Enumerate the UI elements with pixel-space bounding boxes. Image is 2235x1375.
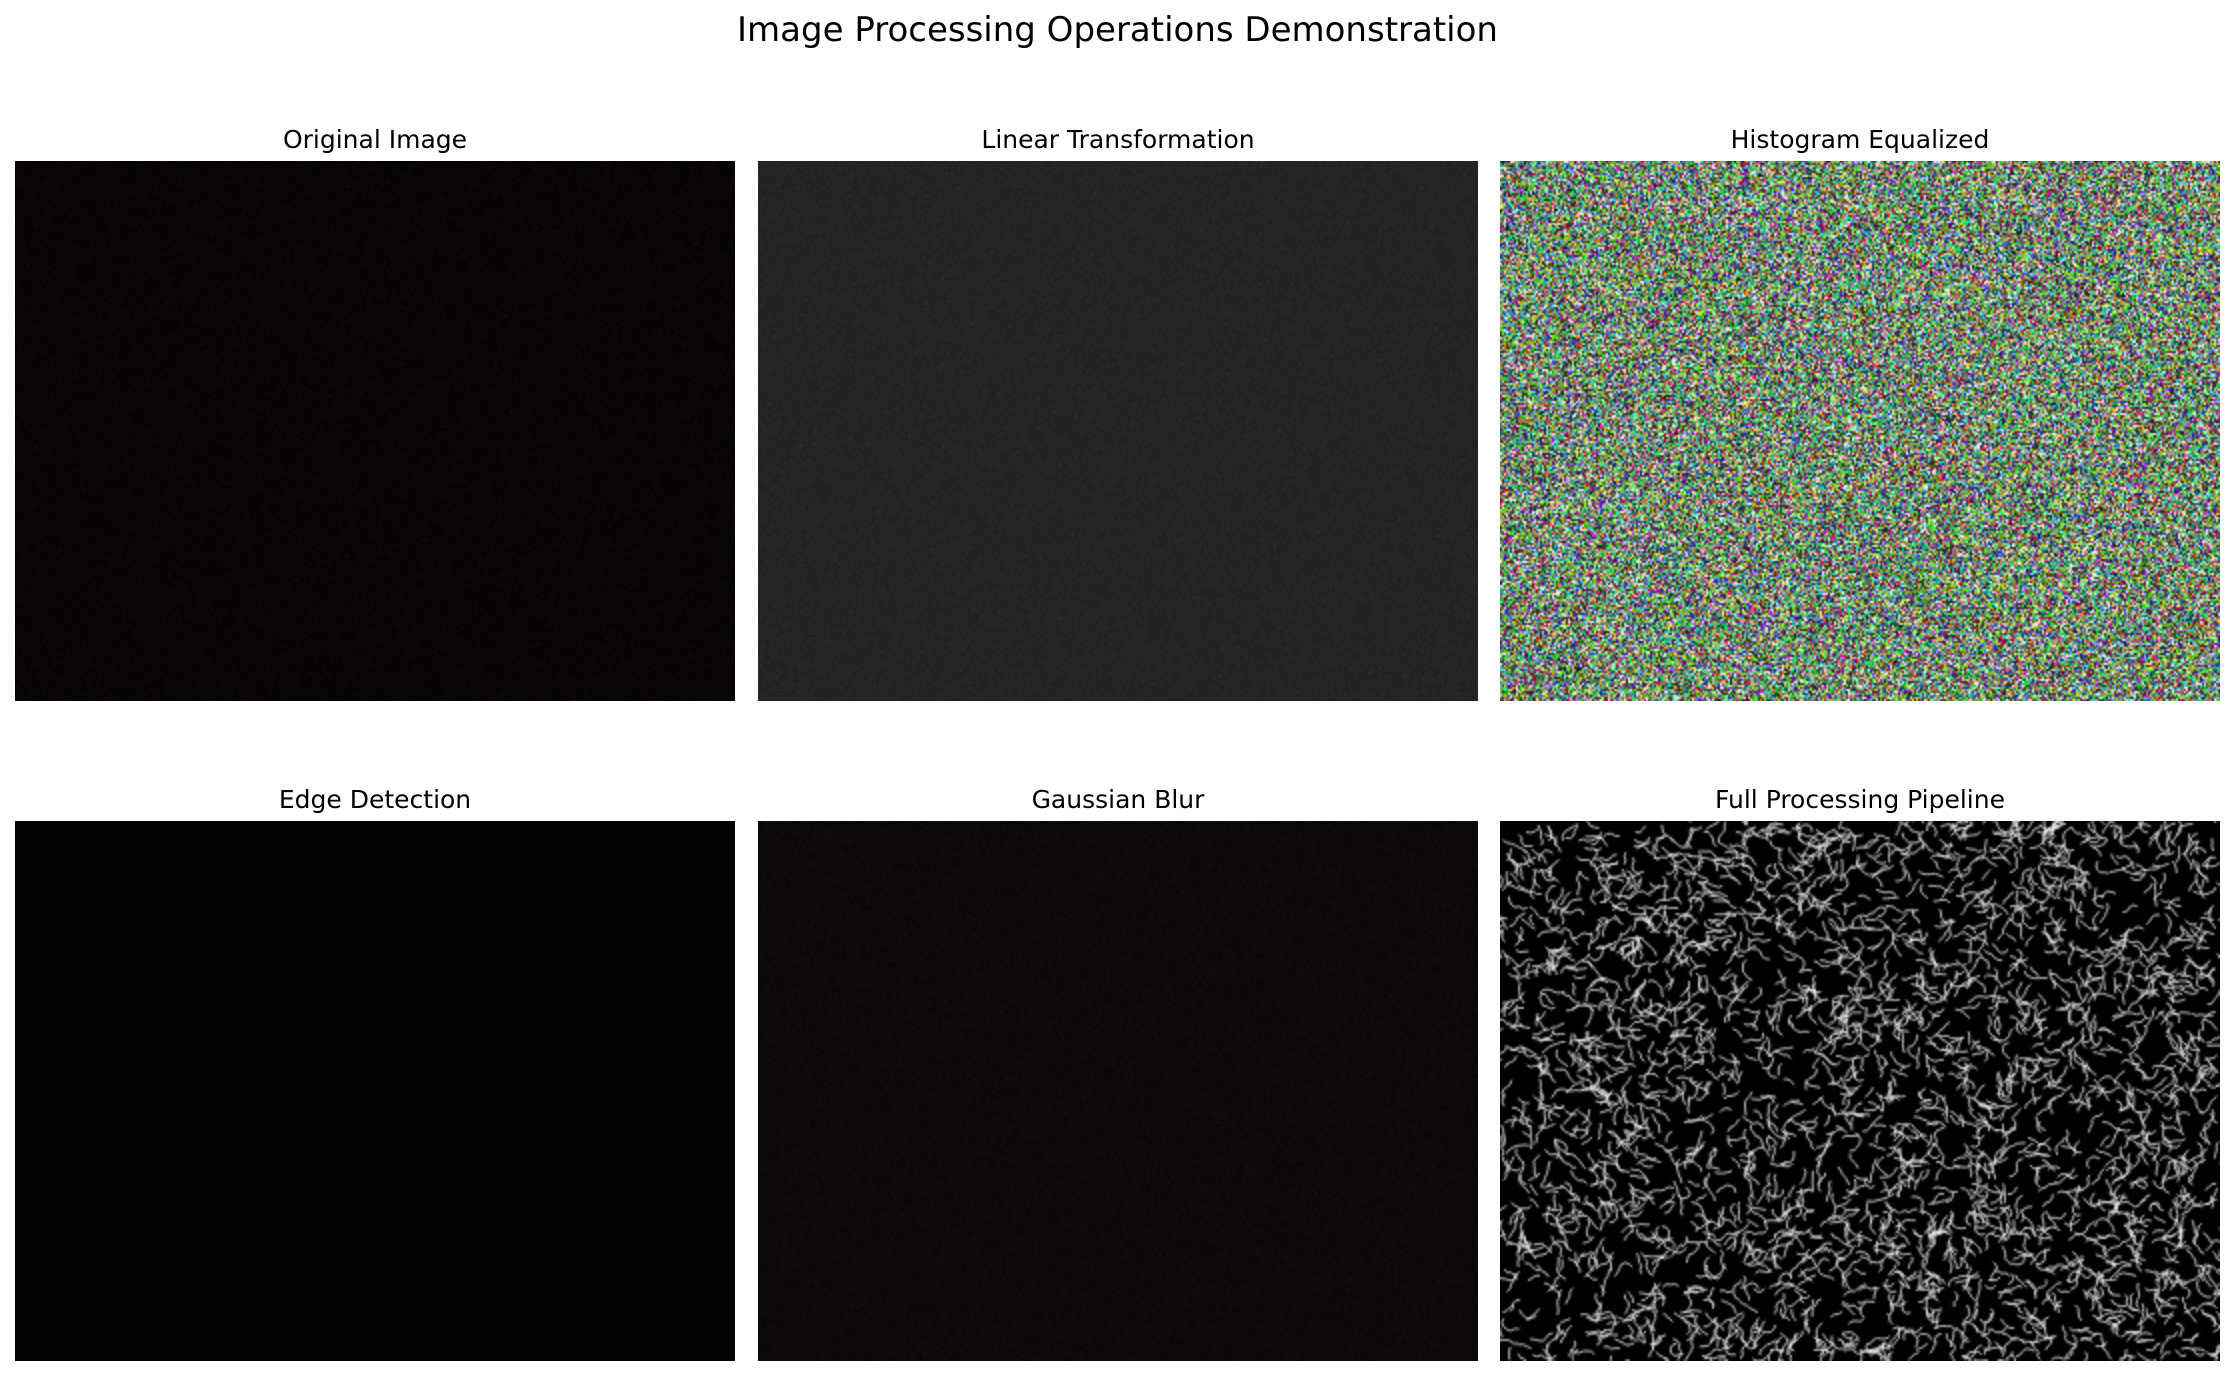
panel-image-edge-detection <box>15 821 735 1361</box>
panel-image-linear-transformation <box>758 161 1478 701</box>
panel-title-original-image: Original Image <box>282 125 468 154</box>
panel-title-histogram-equalized: Histogram Equalized <box>1730 125 1990 154</box>
panel-title-gaussian-blur: Gaussian Blur <box>1031 785 1205 814</box>
panel-image-original <box>15 161 735 701</box>
panel-image-gaussian-blur <box>758 821 1478 1361</box>
panel-title-linear-transformation: Linear Transformation <box>981 125 1255 154</box>
panel-image-histogram-equalized <box>1500 161 2220 701</box>
panel-title-full-processing-pipeline: Full Processing Pipeline <box>1715 785 2005 814</box>
panel-image-full-processing-pipeline <box>1500 821 2220 1361</box>
panel-title-edge-detection: Edge Detection <box>278 785 472 814</box>
figure-title: Image Processing Operations Demonstratio… <box>737 10 1498 50</box>
